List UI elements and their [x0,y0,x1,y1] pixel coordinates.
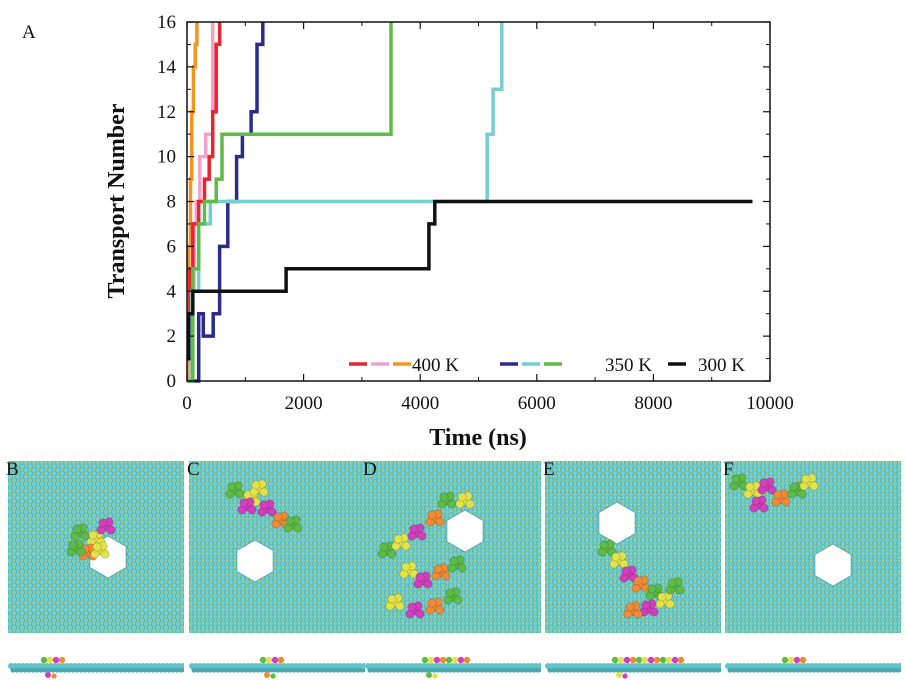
molecule-cluster [771,489,791,507]
molecule-cluster [271,511,291,529]
molecule-cluster [455,491,475,509]
molecule-cluster [407,523,427,541]
y-tick-label: 10 [157,147,176,168]
molecule-cluster [447,555,467,573]
molecule-cluster [729,473,749,491]
panel-label-e: E [543,459,555,480]
molecule-cluster [283,515,303,533]
molecule-cluster [619,565,639,583]
molecule-cluster [96,517,116,535]
membrane-top-view [365,461,541,633]
snapshot-panel-d [365,461,541,633]
series-line-6 [187,22,393,383]
molecule-cluster [743,481,763,499]
molecule-cluster [425,509,445,527]
molecule-cluster [249,479,269,497]
molecule-cluster [799,473,819,491]
molecule-cluster [405,601,425,619]
x-tick-label: 2000 [285,393,323,414]
membrane-side-view [365,656,541,679]
membrane-side-view [189,656,365,679]
nanopore-hole [814,543,852,587]
molecule-cluster [431,563,451,581]
molecule-cluster [377,541,397,559]
y-tick-label: 8 [167,192,177,213]
molecule-cluster [443,587,463,605]
molecule-cluster [597,539,617,557]
membrane-side-view [8,656,184,679]
y-tick-label: 14 [157,57,177,78]
nanopore-hole [598,501,636,545]
series-line-4 [187,22,265,383]
membrane-lattice [189,461,365,633]
x-tick-label: 10000 [746,393,794,414]
y-tick-label: 6 [167,236,177,257]
panel-label-a: A [22,22,36,43]
molecule-cluster [237,497,257,515]
molecule-cluster [66,539,86,557]
y-axis-ticks: 0 2 4 6 8 10 12 14 16 [157,12,770,392]
legend-label: 300 K [698,355,745,376]
y-tick-label: 2 [167,326,177,347]
molecule-cluster [70,523,90,541]
panel-label-f: F [723,459,734,480]
molecule-cluster [90,541,110,559]
x-tick-label: 8000 [634,393,672,414]
molecule-cluster [645,583,665,601]
membrane-top-view [725,461,901,633]
x-tick-label: 0 [182,393,192,414]
snapshot-panel-c [189,461,365,633]
y-axis-title: Transport Number [104,103,130,298]
molecule-cluster [425,597,445,615]
legend-label: 400 K [412,355,459,376]
molecule-cluster [385,593,405,611]
snapshot-panel-e [545,461,721,633]
panel-label-d: D [363,459,377,480]
membrane-side-view [545,656,721,679]
membrane-top-view [8,461,184,633]
x-axis-title: Time (ns) [429,425,527,451]
membrane-side-view [725,656,901,673]
panel-label-c: C [187,459,200,480]
panel-label-b: B [6,459,19,480]
nanopore-hole [236,539,274,583]
series-line-7 [186,199,753,361]
x-tick-label: 4000 [401,393,439,414]
snapshot-panel-b [8,461,184,633]
molecule-cluster [749,495,769,513]
molecule-cluster [257,499,277,517]
y-tick-label: 4 [167,281,177,302]
x-tick-label: 6000 [518,393,556,414]
molecule-cluster [437,491,457,509]
molecule-cluster [665,577,685,595]
transport-number-chart: 0 2000 4000 6000 8000 10000 0 2 4 6 8 10 12 14 16 Tim… [104,12,794,451]
membrane-top-view [189,461,365,633]
snapshot-panel-f [725,461,901,633]
y-tick-label: 12 [157,102,176,123]
molecule-cluster [413,571,433,589]
molecule-cluster [623,601,643,619]
molecule-cluster [757,477,777,495]
membrane-top-view [545,461,721,633]
molecule-cluster [391,533,411,551]
molecule-cluster [225,481,245,499]
legend-label: 350 K [605,355,652,376]
molecule-cluster [609,551,629,569]
y-tick-label: 0 [167,371,177,392]
legend: 400 K 350 K 300 K [349,355,745,376]
nanopore-hole [446,509,484,553]
x-axis-ticks: 0 2000 4000 6000 8000 10000 [182,22,794,414]
molecule-cluster [399,561,419,579]
plot-lines [186,22,753,383]
y-tick-label: 16 [157,12,176,33]
